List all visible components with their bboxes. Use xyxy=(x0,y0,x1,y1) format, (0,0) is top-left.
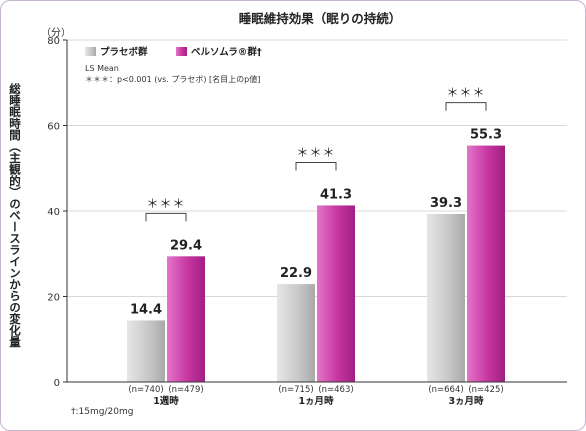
y-tick-label: 80 xyxy=(47,36,60,47)
significance-marker: ＊＊＊ xyxy=(146,196,185,210)
legend-label-placebo: プラセボ群 xyxy=(100,46,148,58)
n-label: (n=715) xyxy=(278,385,313,395)
n-label: (n=740) xyxy=(128,385,163,395)
y-tick-label: 40 xyxy=(47,207,60,218)
legend-label-belsomra: ベルソムラ®群† xyxy=(191,46,262,58)
y-tick-label: 0 xyxy=(54,378,60,389)
bar xyxy=(127,320,165,382)
significance-bracket xyxy=(445,102,487,111)
bar xyxy=(277,284,315,382)
n-label: (n=463) xyxy=(318,385,353,395)
category-label: 3ヵ月時 xyxy=(448,395,484,407)
bar xyxy=(427,213,465,382)
y-unit-label: （分） xyxy=(41,27,71,39)
significance-bracket xyxy=(145,212,187,222)
bar xyxy=(467,145,505,382)
significance-marker: ＊＊＊ xyxy=(446,86,485,100)
data-label: 55.3 xyxy=(470,128,502,143)
note-ls-mean: LS Mean xyxy=(85,64,119,73)
y-axis-label: 総睡眠時間（主観的）のベースラインからの変化量 xyxy=(8,82,22,347)
chart-title: 睡眠維持効果（眠りの持続） xyxy=(239,11,402,26)
significance-bracket xyxy=(295,161,337,171)
significance-marker: ＊＊＊ xyxy=(296,145,335,159)
legend: プラセボ群 ベルソムラ®群† xyxy=(85,46,262,58)
y-tick-layer: 0 20 40 60 80 xyxy=(47,36,67,389)
data-label: 22.9 xyxy=(280,266,312,281)
y-tick-label: 20 xyxy=(47,293,60,304)
note-significance: ＊＊＊：p<0.001 (vs. プラセボ) [名目上のp値] xyxy=(85,74,260,84)
n-label: (n=425) xyxy=(468,385,503,395)
data-label: 29.4 xyxy=(170,238,202,253)
footnote: †:15mg/20mg xyxy=(71,407,133,417)
bar xyxy=(317,205,355,382)
label-layer: 14.4 (n=740) 29.4 (n=479)1週時 ＊＊＊ 22.9 (n=715) 4… xyxy=(128,86,503,407)
category-label: 1ヵ月時 xyxy=(298,395,334,407)
y-tick-label: 60 xyxy=(47,122,60,133)
legend-swatch-placebo xyxy=(85,47,96,56)
category-label: 1週時 xyxy=(153,395,179,407)
legend-swatch-belsomra xyxy=(176,47,187,56)
data-label: 39.3 xyxy=(430,196,462,211)
bar xyxy=(167,256,205,382)
n-label: (n=664) xyxy=(428,385,463,395)
n-label: (n=479) xyxy=(168,385,203,395)
bar-layer xyxy=(127,145,505,382)
data-label: 41.3 xyxy=(320,187,352,202)
data-label: 14.4 xyxy=(130,302,162,317)
